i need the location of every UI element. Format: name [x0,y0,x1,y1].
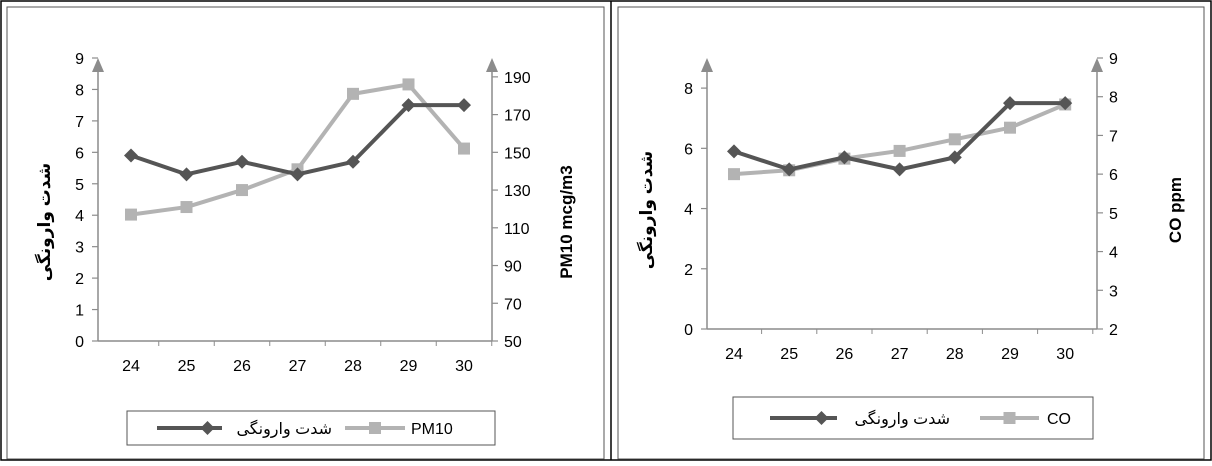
x-tick-label: 29 [1001,346,1019,363]
y-right-tick-label: 3 [1109,283,1118,300]
series-2-point [728,168,740,181]
y-axis-right-arrow [486,58,498,72]
y-left-tick-label: 8 [684,81,693,98]
y-right-tick-label: 70 [504,296,522,313]
y-right-tick-label: 4 [1109,245,1118,262]
series-2-point [458,142,470,155]
series-1-point [837,150,852,165]
series-1-point [727,144,741,159]
y-right-tick-label: 90 [504,259,522,276]
y-right-tick-label: 150 [504,145,531,162]
y-left-tick-label: 7 [75,114,84,131]
x-tick-label: 27 [289,358,307,375]
legend-label-1: شدت وارونگی [854,409,950,429]
series-1-point [179,167,194,182]
y-left-tick-label: 8 [75,82,84,99]
x-tick-label: 24 [122,358,140,375]
series-1-point [892,162,907,177]
series-1-point [124,148,138,163]
y-left-tick-label: 0 [75,334,84,351]
y-axis-right-title: PM10 mcg/m3 [557,165,576,278]
y-right-tick-label: 50 [504,334,522,351]
x-tick-label: 28 [344,358,362,375]
y-right-tick-label: 130 [504,183,531,200]
series-2-point [893,144,906,157]
series-2-point [948,133,961,146]
series-2-point [125,208,137,221]
y-left-tick-label: 6 [75,145,84,162]
y-left-tick-label: 2 [75,271,84,288]
legend-marker-2 [369,422,381,434]
y-right-tick-label: 5 [1109,206,1118,223]
legend: شدت وارونگی PM10 [126,410,496,446]
series-2-point [402,78,415,91]
y-left-tick-label: 9 [75,51,84,68]
x-tick-label: 25 [178,358,196,375]
x-tick-label: 28 [946,346,964,363]
y-left-tick-label: 0 [684,322,693,339]
y-axis-left-title: شدت وارونگی [636,151,657,270]
series-1-point [947,150,962,165]
legend-marker-2 [1003,412,1016,424]
y-right-tick-label: 6 [1109,167,1118,184]
x-tick-label: 30 [1056,346,1074,363]
y-right-tick-label: 9 [1109,51,1118,68]
y-left-tick-label: 4 [75,208,84,225]
y-axis-right-title: CO ppm [1166,177,1185,243]
y-right-tick-label: 7 [1109,128,1118,145]
y-left-tick-label: 4 [684,202,693,219]
legend-label-1: شدت وارونگی [236,419,332,439]
series-1-point [346,154,360,169]
legend: شدت وارونگی CO [732,396,1094,440]
legend-marker-1 [200,421,215,435]
y-axis-left-arrow [701,58,713,72]
series-2-point [347,87,359,100]
series-2-point [1004,121,1016,134]
x-tick-label: 24 [725,346,743,363]
y-left-tick-label: 2 [684,262,693,279]
panel-right-border [617,6,1205,460]
y-right-tick-label: 110 [504,221,530,238]
legend-label-2: CO [1047,411,1071,428]
y-left-tick-label: 5 [75,177,84,194]
legend-marker-1 [814,411,829,425]
legend-label-2: PM10 [411,421,453,438]
y-axis-left-arrow [92,58,104,72]
panel-left-border [6,6,605,460]
x-tick-label: 26 [233,358,251,375]
series-1-point [290,167,305,182]
y-left-tick-label: 1 [75,303,84,320]
series-1-point [1058,96,1073,111]
series-1-point [782,162,797,177]
x-tick-label: 25 [780,346,798,363]
x-tick-label: 30 [455,358,473,375]
x-tick-label: 29 [400,358,418,375]
y-right-tick-label: 190 [504,70,531,87]
y-left-tick-label: 3 [75,240,84,257]
series-1-point [235,154,249,169]
series-2-point [236,184,248,197]
y-right-tick-label: 2 [1109,322,1118,339]
y-left-tick-label: 6 [684,141,693,158]
series-1-line [733,101,1066,172]
y-axis-right-arrow [1091,58,1103,72]
x-tick-label: 26 [836,346,854,363]
series-1-point [1003,96,1017,111]
y-right-tick-label: 170 [504,108,531,125]
y-right-tick-label: 8 [1109,90,1118,107]
series-1-point [401,98,416,113]
y-axis-left-title: شدت وارونگی [34,163,55,282]
chart-1: 0 1 2 3 4 5 6 7 8 9 50 70 90 110 130 150 170 190 24 25 26 27 2… [34,51,576,446]
series-1-point [457,98,471,113]
x-tick-label: 27 [891,346,909,363]
series-2-point [180,201,193,214]
